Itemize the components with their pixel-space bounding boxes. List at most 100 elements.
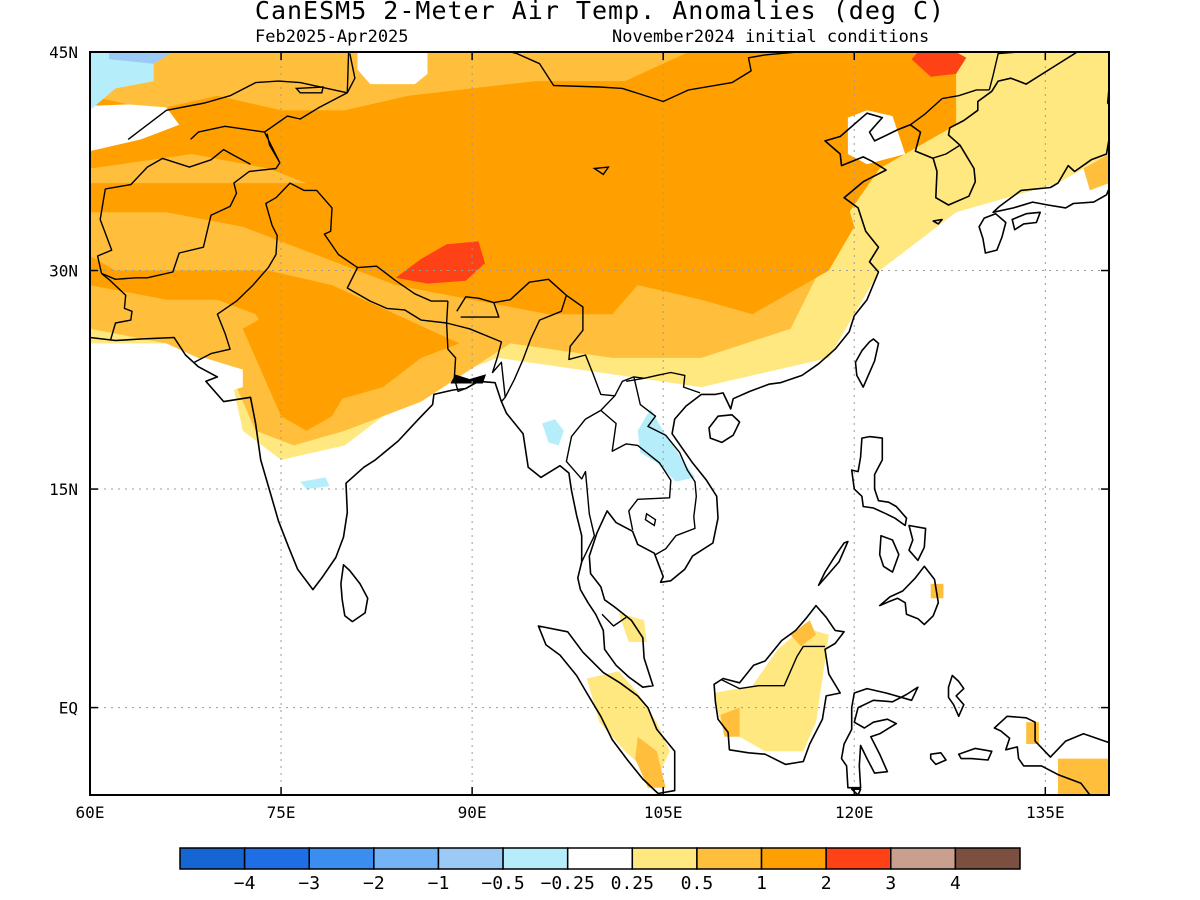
colorbar-swatch [890,847,957,870]
seram-coastline [957,747,993,761]
anomaly-region-9 [357,52,428,85]
shikoku-coastline [1011,211,1041,231]
buru-coastline [929,751,947,766]
anomaly-region-17 [109,52,173,64]
anomaly-region-25 [1026,722,1039,744]
bangladesh-border [445,322,467,393]
anomaly-region-7 [395,241,485,284]
anomaly-region-8 [911,52,967,77]
lat-tick-label: 15N [49,480,78,499]
colorbar-swatch [825,847,892,870]
lon-tick-label: 135E [1026,803,1065,822]
colorbar-label: 2 [821,873,832,894]
jeju-coastline [932,218,943,225]
colorbar-swatch [243,847,310,870]
forecast-period: Feb2025-Apr2025 [255,27,409,47]
colorbar-swatch [502,847,569,870]
honshu-coastline [992,138,1109,214]
colorbar-label: 1 [756,873,767,894]
anomaly-region-14 [542,419,564,446]
uzbek-kyrgyz-border [127,52,350,140]
korea-dmz-border [931,144,961,160]
map-title: CanESM5 2-Meter Air Temp. Anomalies (deg… [254,0,946,25]
iran-pakistan-border [101,272,133,341]
colorbar-swatch [631,847,698,870]
anomaly-region-23 [635,736,666,788]
lon-tick-label: 60E [76,803,105,822]
lon-tick-label: 105E [644,803,683,822]
map-frame [89,51,1110,796]
colorbar: −4 −3 −2 −1 −0.5 −0.25 0.25 0.5 1 2 3 4 [179,847,1021,894]
laos-vietnam-border [633,376,697,556]
china-vietnam-border [626,377,645,382]
lat-tick-label: EQ [59,699,78,718]
iran-afghan-border [96,188,113,274]
colorbar-swatch [696,847,763,870]
anomaly-region-22 [790,620,816,647]
sulawesi-coastline [840,686,919,789]
china-nepal-border [357,265,448,302]
sri-lanka-coastline [340,563,369,623]
colorbar-swatch [373,847,440,870]
turkmen-afghan-border [105,148,251,190]
kyushu-coastline [978,212,1007,254]
anomaly-region-13 [637,408,695,482]
taiwan-coastline [854,338,880,388]
afghan-pakistan-border [101,162,281,280]
samar-leyte-coastline [908,524,927,562]
pakistan-india-border [194,182,358,363]
china-india-east-border [493,278,567,304]
colorbar-label: −4 [234,873,256,894]
anomaly-region-11 [90,357,243,402]
anomaly-region-15 [300,477,330,490]
anomaly-region-12 [847,110,906,165]
sumatra-coastline [537,625,676,795]
laos-border [600,371,701,411]
axis-ticks: 60E 75E 90E 105E 120E 135E 45N 30N 15N EQ [49,43,1109,822]
gridlines [90,52,1109,795]
borneo-border-border [721,645,825,690]
anomaly-region-6 [242,314,358,431]
china-kazakh-border [346,53,356,94]
lon-tick-label: 90E [458,803,487,822]
colorbar-label: 4 [950,873,961,894]
myanmar-china-border [565,294,615,397]
lat-tick-label: 30N [49,262,78,281]
visayas-coastline [878,534,900,573]
colorbar-swatch [760,847,827,870]
initial-conditions: November2024 initial conditions [612,27,930,47]
issyk-kul-lake [294,86,324,94]
anomaly-fills [90,52,1109,795]
lat-tick-label: 45N [49,43,78,62]
country-borders [96,52,1020,690]
china-mongolia-border [507,52,800,103]
bangladesh-east-border [446,322,506,403]
malaysia-thailand-border [601,613,627,627]
india-nepal-south-border [346,267,449,324]
china-korea-border [909,89,990,126]
asia-mainland-coastline [90,52,1109,689]
colorbar-label: −3 [298,873,320,894]
colorbar-label: −2 [363,873,385,894]
anomaly-region-20 [618,612,647,642]
colorbar-swatch [308,847,375,870]
halmahera-coastline [947,674,965,718]
colorbar-swatch [566,847,634,870]
mindanao-coastline [878,565,940,626]
hainan-coastline [708,413,741,444]
colorbar-label: −0.25 [541,873,595,894]
china-kyrgyz-border [264,92,348,133]
colorbar-label: 3 [885,873,896,894]
colorbar-label: −0.5 [481,873,524,894]
myanmar-india-border [504,295,568,398]
colorbar-label: −1 [428,873,450,894]
lon-tick-label: 75E [267,803,296,822]
new-guinea-coastline [993,715,1109,795]
anomaly-region-16 [90,52,154,111]
lon-tick-label: 120E [835,803,874,822]
laos-thailand-border [600,409,672,531]
colorbar-swatch [954,847,1021,870]
palawan-coastline [817,540,849,587]
coastlines [90,52,1109,795]
